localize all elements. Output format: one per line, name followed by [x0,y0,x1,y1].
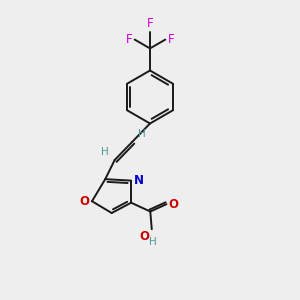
Text: H: H [138,129,146,139]
Text: N: N [134,174,144,187]
Text: F: F [126,33,132,46]
Text: O: O [79,195,89,208]
Text: H: H [149,238,157,248]
Text: O: O [140,230,149,243]
Text: F: F [147,17,153,31]
Text: F: F [168,33,174,46]
Text: H: H [101,147,109,157]
Text: O: O [169,198,179,211]
